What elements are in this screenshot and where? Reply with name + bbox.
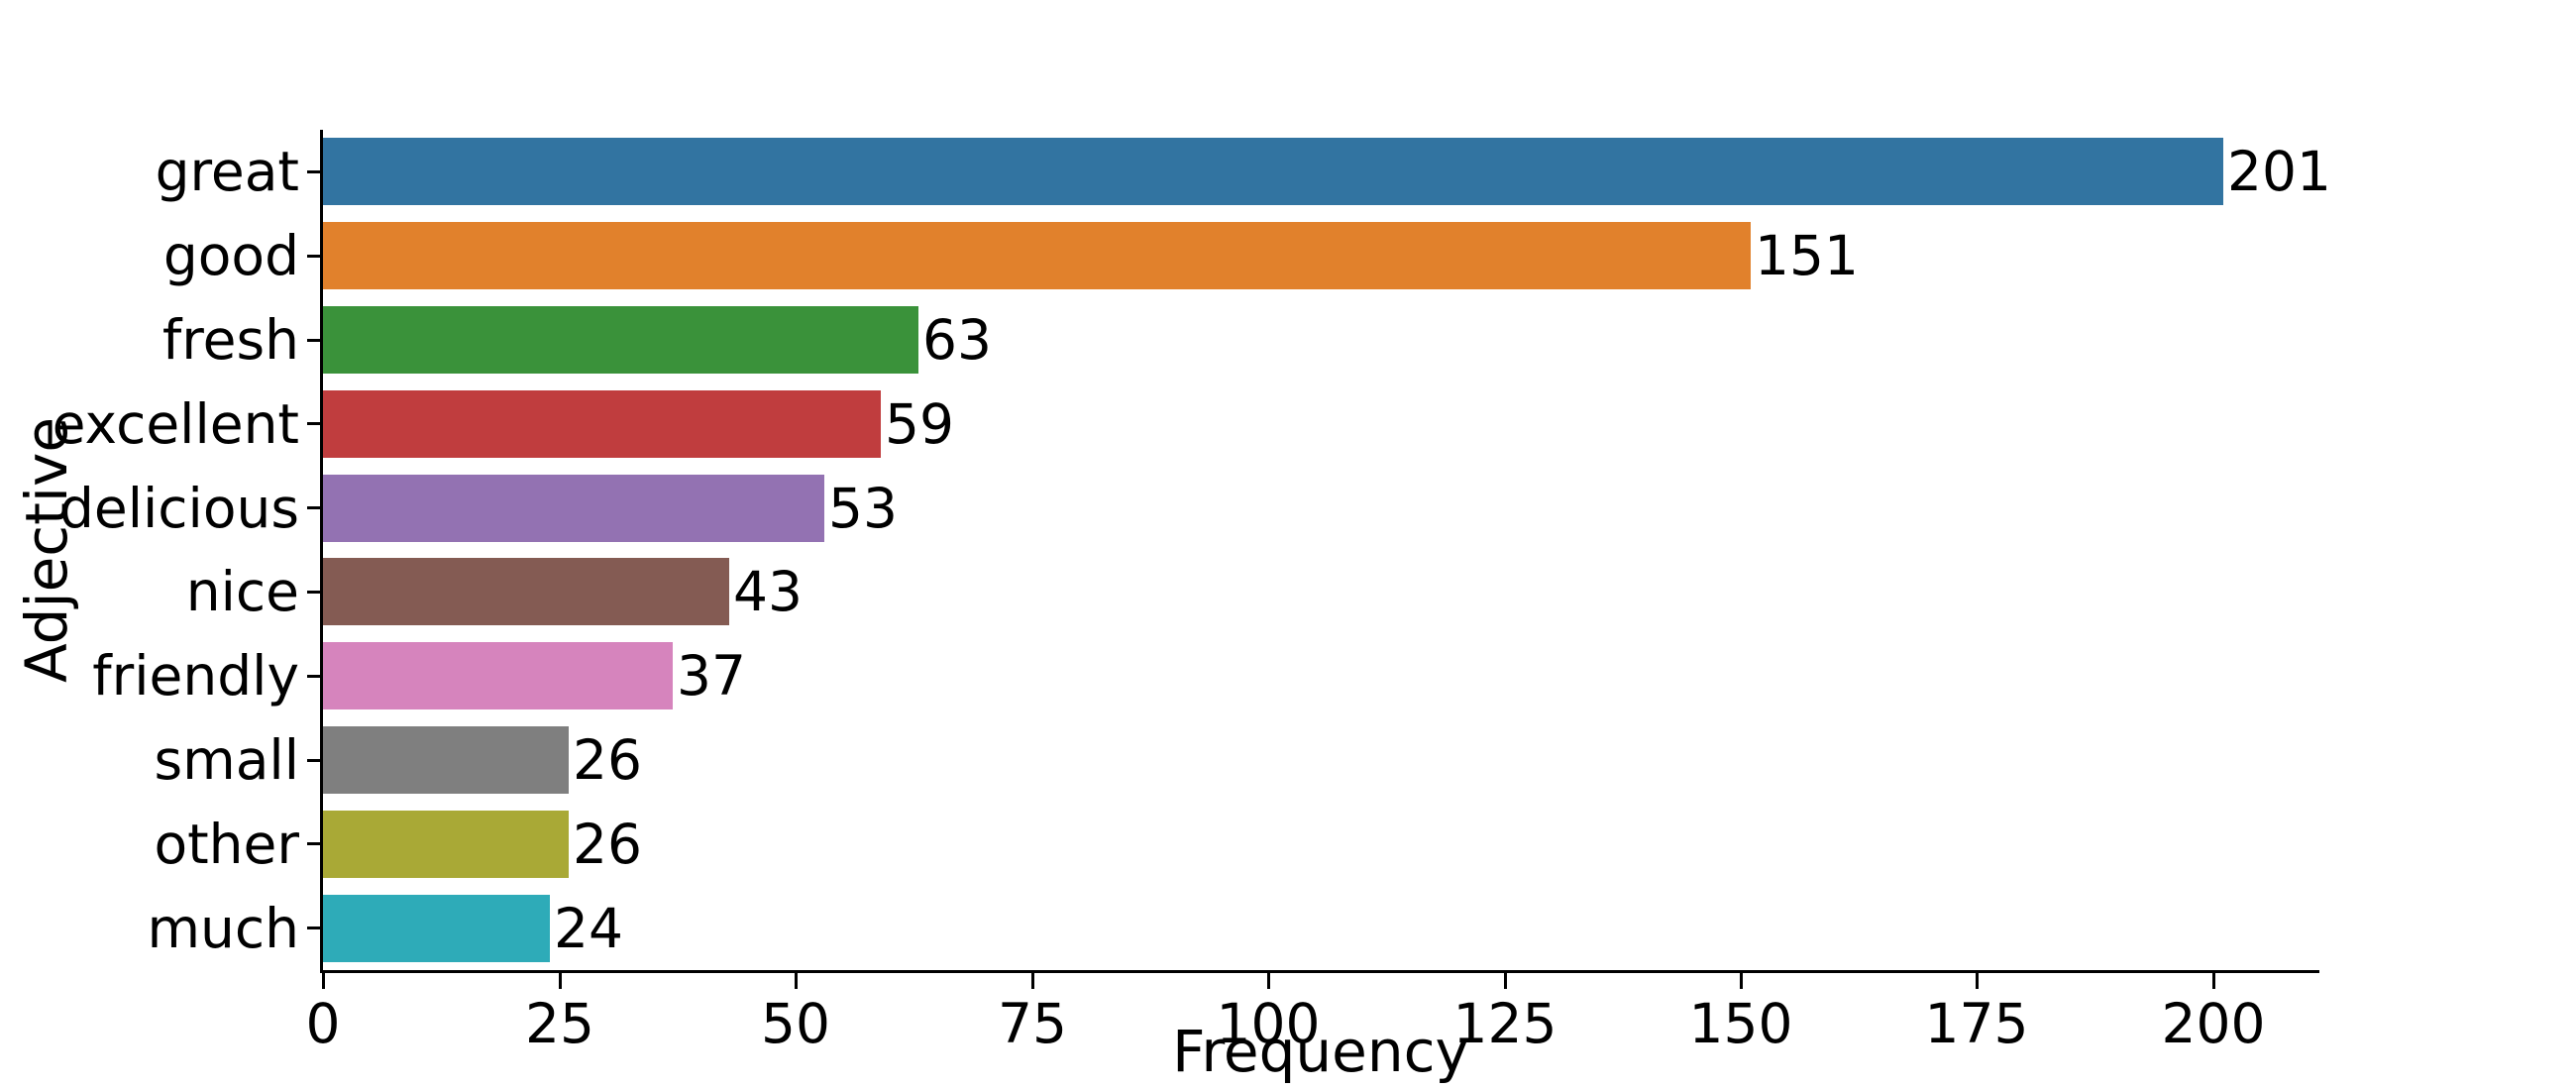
x-tick-mark [322,973,325,989]
category-label-fresh: fresh [161,308,299,372]
y-tick-mark [307,255,323,258]
y-tick-mark [307,506,323,509]
x-tick-label: 0 [305,992,341,1055]
bar-delicious [323,475,824,542]
value-label-excellent: 59 [885,392,954,456]
x-axis-label: Frequency [1172,1018,1469,1085]
x-tick-mark [795,973,798,989]
bar-good [323,222,1751,289]
y-tick-mark [307,591,323,594]
y-tick-mark [307,759,323,762]
x-axis-spine [320,970,2319,973]
y-tick-mark [307,675,323,678]
bar-small [323,726,569,794]
bar-other [323,811,569,878]
x-tick-mark [1740,973,1743,989]
category-label-good: good [162,224,299,287]
category-label-excellent: excellent [52,392,299,456]
y-tick-mark [307,170,323,173]
value-label-good: 151 [1755,224,1859,287]
value-label-nice: 43 [733,560,803,623]
bar-much [323,895,550,962]
x-tick-mark [1031,973,1034,989]
x-tick-label: 50 [761,992,830,1055]
bar-nice [323,558,729,625]
y-tick-mark [307,842,323,845]
y-tick-mark [307,422,323,425]
y-tick-mark [307,339,323,342]
category-label-great: great [155,140,299,203]
bar-fresh [323,306,918,374]
x-tick-mark [1504,973,1507,989]
x-tick-label: 150 [1688,992,1793,1055]
value-label-great: 201 [2227,140,2331,203]
bar-excellent [323,390,881,458]
x-tick-mark [2212,973,2215,989]
value-label-delicious: 53 [828,477,898,540]
category-label-much: much [147,897,299,960]
x-tick-label: 75 [998,992,1067,1055]
bar-friendly [323,642,673,709]
category-label-friendly: friendly [92,644,299,708]
value-label-fresh: 63 [922,308,992,372]
category-label-small: small [154,728,300,792]
x-tick-label: 25 [525,992,594,1055]
category-label-other: other [154,813,299,876]
x-tick-mark [559,973,562,989]
y-axis-spine [320,130,323,973]
bar-great [323,138,2223,205]
x-tick-label: 125 [1452,992,1557,1055]
category-label-delicious: delicious [59,477,299,540]
x-tick-mark [1267,973,1270,989]
y-tick-mark [307,926,323,929]
x-tick-label: 175 [1924,992,2029,1055]
value-label-friendly: 37 [677,644,746,708]
x-tick-mark [1976,973,1979,989]
value-label-small: 26 [573,728,642,792]
x-tick-label: 200 [2161,992,2266,1055]
x-tick-label: 100 [1216,992,1321,1055]
value-label-much: 24 [554,897,623,960]
value-label-other: 26 [573,813,642,876]
category-label-nice: nice [185,560,299,623]
